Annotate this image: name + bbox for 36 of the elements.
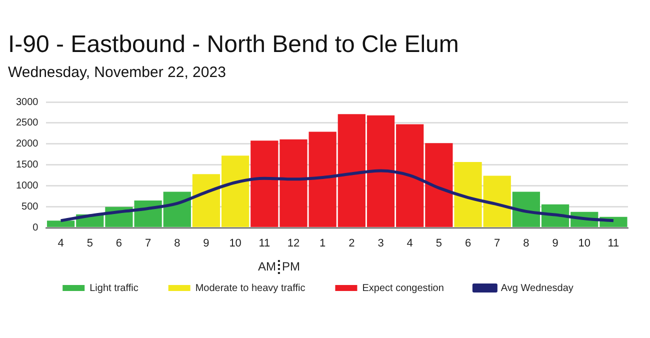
legend-label: Light traffic	[90, 282, 138, 294]
x-tick-label: 12	[287, 237, 300, 250]
text: PM	[282, 259, 300, 274]
x-tick-label: 2	[348, 237, 355, 250]
y-tick-label: 3000	[16, 96, 39, 108]
x-tick-label: 5	[86, 237, 93, 250]
x-tick-label: 10	[578, 237, 590, 250]
x-tick-label: 7	[494, 237, 500, 250]
y-tick-label: 500	[22, 202, 39, 213]
x-tick-label: 6	[116, 237, 122, 250]
x-tick-label: 7	[144, 237, 152, 250]
legend-label: Moderate to heavy traffic	[195, 282, 306, 294]
text: AM	[258, 259, 276, 274]
y-tick-label: 1500	[16, 160, 39, 171]
y-tick-label: 0	[32, 222, 39, 234]
x-tick-label: 9	[552, 237, 558, 250]
chart-subtitle: Wednesday, November 22, 2023	[8, 63, 227, 83]
x-tick-label: 4	[406, 237, 413, 250]
x-tick-label: 3	[378, 237, 384, 250]
x-tick-label: 6	[464, 237, 472, 250]
y-tick-label: 2500	[16, 118, 39, 129]
x-tick-label: 4	[58, 237, 64, 250]
x-tick-label: 10	[229, 237, 242, 250]
x-tick-label: 8	[523, 237, 530, 250]
y-tick-label: 1000	[16, 180, 39, 192]
legend-label: Expect congestion	[362, 282, 444, 294]
y-tick-label: 2000	[16, 138, 39, 150]
x-tick-label: 8	[174, 237, 180, 250]
chart-title: I-90 - Eastbound - North Bend to Cle Elum	[8, 30, 460, 60]
x-tick-label: 11	[608, 237, 620, 250]
x-tick-label: 9	[203, 237, 210, 250]
legend-label: Avg Wednesday	[500, 282, 574, 294]
x-tick-label: 5	[436, 237, 442, 250]
x-tick-label: 1	[320, 237, 326, 250]
line-series	[59, 169, 615, 222]
x-tick-label: 11	[258, 237, 270, 250]
